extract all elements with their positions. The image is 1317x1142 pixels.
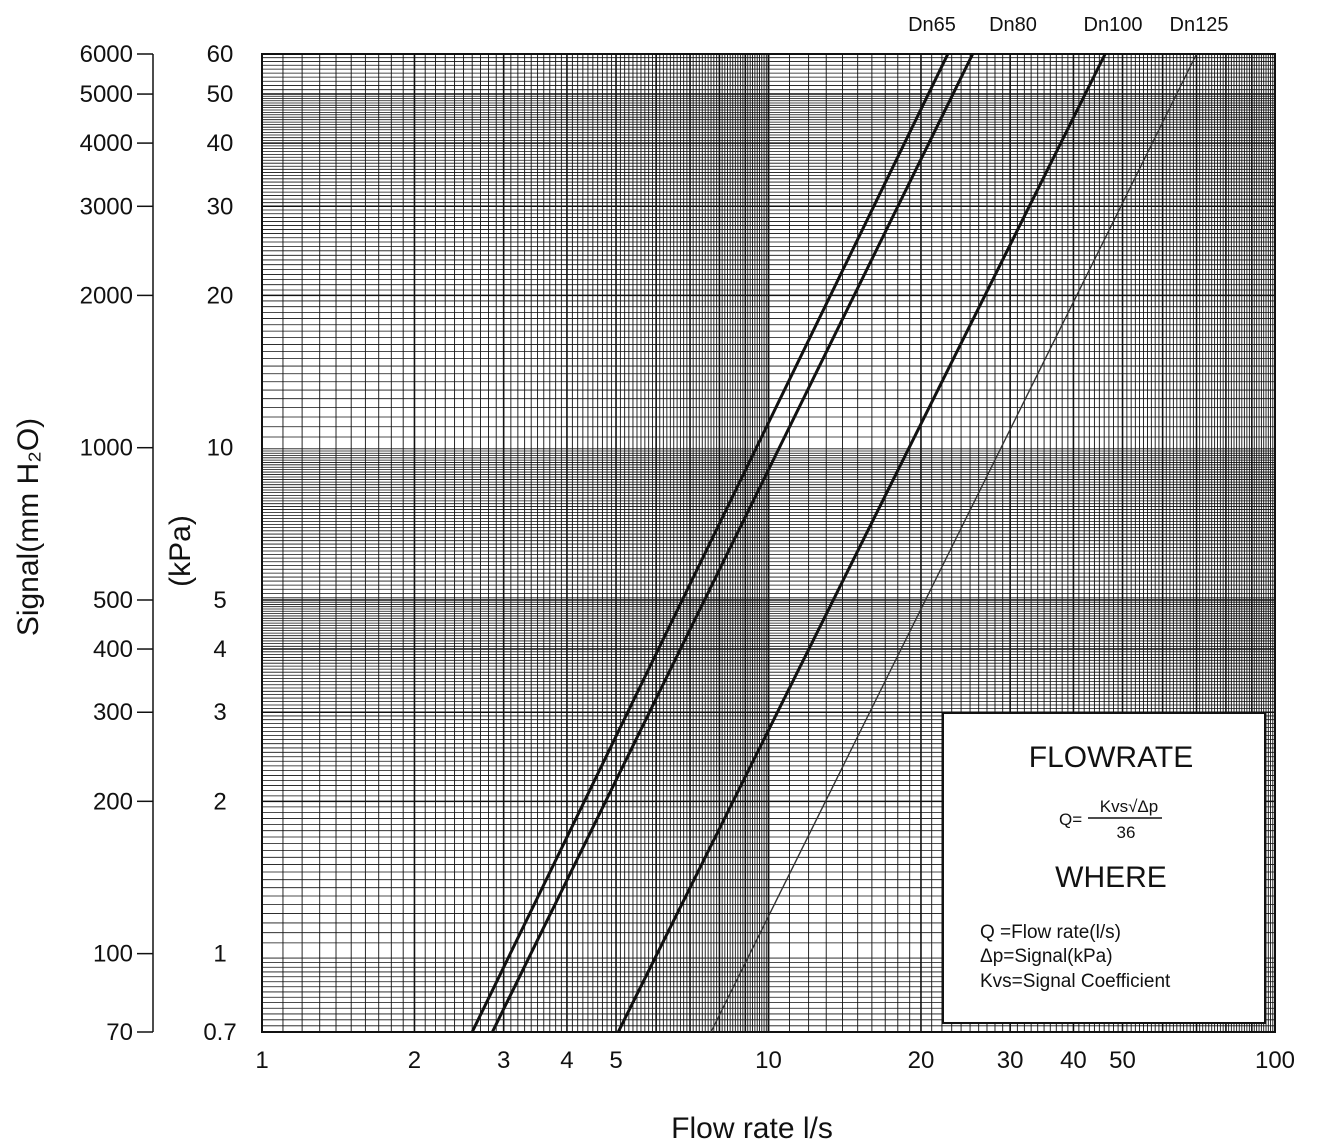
mm-tick-label: 100 bbox=[93, 941, 133, 968]
legend-label-dn80: Dn80 bbox=[989, 14, 1037, 36]
series-lines bbox=[470, 53, 1198, 1033]
mm-tick-label: 200 bbox=[93, 788, 133, 815]
kpa-tick-label: 20 bbox=[207, 282, 234, 309]
mm-tick-label: 500 bbox=[93, 587, 133, 614]
kpa-tick-label: 10 bbox=[207, 435, 234, 462]
x-axis-title: Flow rate l/s bbox=[671, 1112, 833, 1142]
kpa-tick-label: 4 bbox=[213, 636, 226, 663]
mm-tick-label: 1000 bbox=[80, 435, 133, 462]
formula-def-kvs: Kvs=Signal Coefficient bbox=[980, 971, 1171, 992]
kpa-tick-label: 60 bbox=[207, 41, 234, 68]
x-tick-label: 40 bbox=[1060, 1047, 1087, 1074]
x-tick-label: 1 bbox=[255, 1047, 268, 1074]
kpa-tick-label: 50 bbox=[207, 81, 234, 108]
kpa-tick-label: 2 bbox=[213, 788, 226, 815]
x-tick-label: 100 bbox=[1255, 1047, 1295, 1074]
kpa-tick-label: 40 bbox=[207, 130, 234, 157]
mm-tick-label: 5000 bbox=[80, 81, 133, 108]
series-line-dn80 bbox=[491, 53, 975, 1033]
formula-def-q: Q =Flow rate(l/s) bbox=[980, 922, 1121, 943]
series-line-dn125 bbox=[710, 53, 1198, 1033]
kpa-tick-label: 30 bbox=[207, 193, 234, 220]
formula-q-equals: Q= bbox=[1059, 810, 1082, 829]
mm-tick-label: 4000 bbox=[80, 130, 133, 157]
kpa-axis: 0.7 1 2 3 4 5 10 20 30 40 50 60 bbox=[203, 41, 236, 1046]
x-tick-label: 20 bbox=[908, 1047, 935, 1074]
y-axis-title-kpa: (kPa) bbox=[164, 515, 197, 587]
mm-h2o-axis: 70 100 200 300 400 500 1000 2000 3000 4000 5000 600… bbox=[80, 41, 154, 1046]
y-axis-title-mm: Signal(mm H₂O) bbox=[12, 418, 45, 636]
kpa-tick-label: 0.7 bbox=[203, 1019, 236, 1046]
formula-def-dp: Δp=Signal(kPa) bbox=[980, 946, 1113, 967]
legend: Dn65 Dn80 Dn100 Dn125 bbox=[908, 14, 1228, 36]
mm-tick-label: 400 bbox=[93, 636, 133, 663]
legend-label-dn65: Dn65 bbox=[908, 14, 956, 36]
plot-frame bbox=[261, 53, 1276, 1033]
formula-box-where: WHERE bbox=[1055, 861, 1167, 894]
mm-tick-label: 3000 bbox=[80, 193, 133, 220]
mm-tick-label: 6000 bbox=[80, 41, 133, 68]
x-tick-label: 3 bbox=[497, 1047, 510, 1074]
flow-rate-axis: 1 2 3 4 5 10 20 30 40 50 100 bbox=[255, 1047, 1295, 1074]
formula-denominator: 36 bbox=[1117, 823, 1136, 842]
x-tick-label: 30 bbox=[997, 1047, 1024, 1074]
series-line-dn100 bbox=[616, 53, 1107, 1033]
x-tick-label: 4 bbox=[560, 1047, 573, 1074]
kpa-tick-label: 5 bbox=[213, 587, 226, 614]
kpa-tick-label: 3 bbox=[213, 699, 226, 726]
formula-box: FLOWRATE Q= Kvs√Δp 36 WHERE Q =Flow rate… bbox=[942, 712, 1266, 1024]
formula-box-title: FLOWRATE bbox=[1029, 741, 1193, 774]
legend-label-dn100: Dn100 bbox=[1084, 14, 1143, 36]
series-line-dn65 bbox=[470, 53, 950, 1033]
x-tick-label: 50 bbox=[1109, 1047, 1136, 1074]
formula-numerator: Kvs√Δp bbox=[1100, 797, 1158, 816]
legend-label-dn125: Dn125 bbox=[1170, 14, 1229, 36]
x-tick-label: 10 bbox=[755, 1047, 782, 1074]
x-tick-label: 5 bbox=[609, 1047, 622, 1074]
mm-tick-label: 300 bbox=[93, 699, 133, 726]
formula-box-frame bbox=[942, 712, 1266, 1024]
mm-tick-label: 70 bbox=[106, 1019, 133, 1046]
kpa-tick-label: 1 bbox=[213, 941, 226, 968]
mm-tick-label: 2000 bbox=[80, 282, 133, 309]
x-tick-label: 2 bbox=[408, 1047, 421, 1074]
